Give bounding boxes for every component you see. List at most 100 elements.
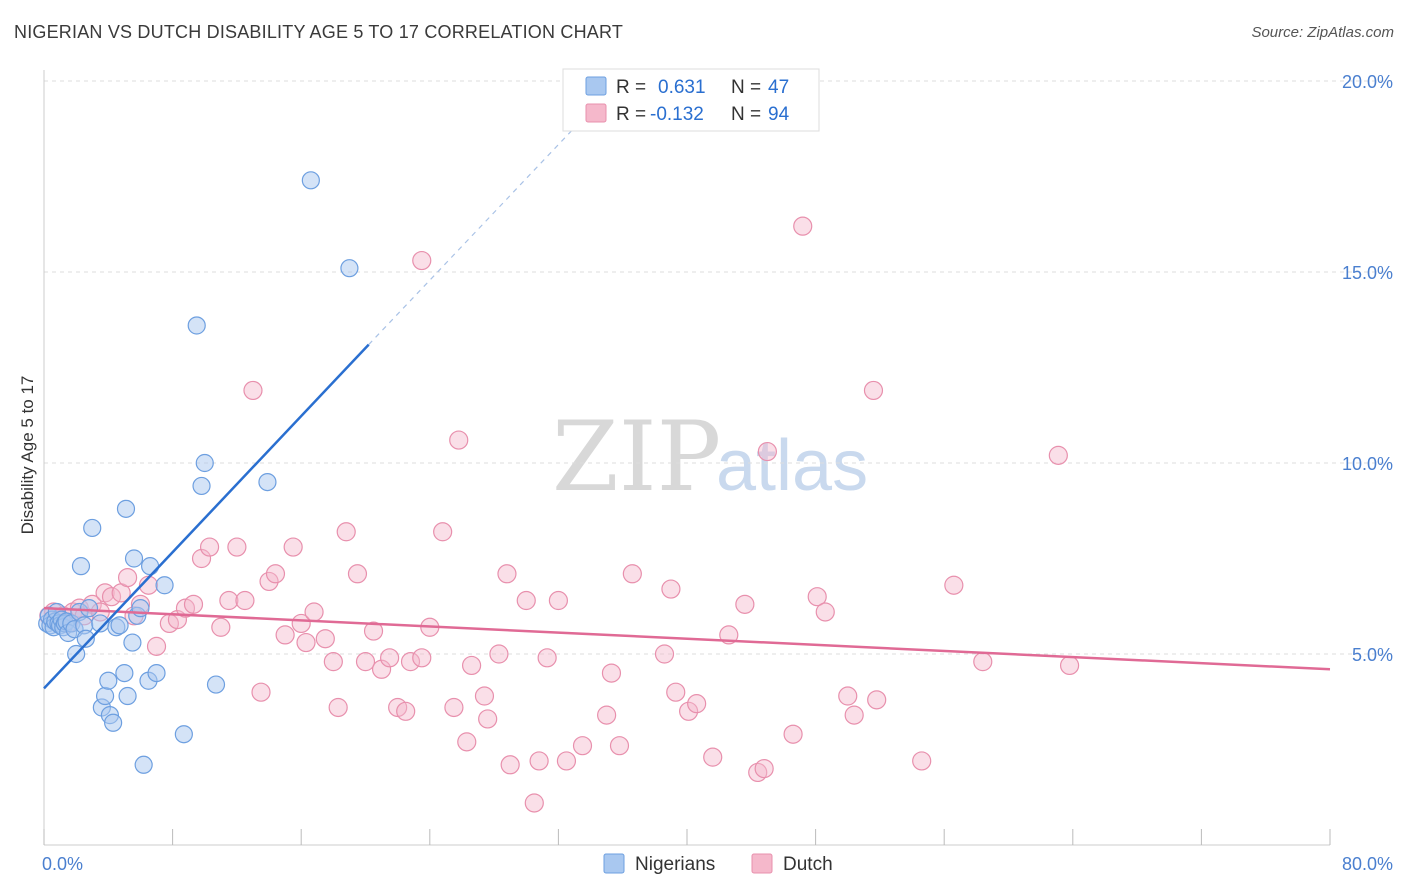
dutch-point bbox=[315, 629, 335, 649]
nigerian-point bbox=[115, 663, 134, 683]
dutch-point bbox=[844, 705, 864, 725]
dutch-point bbox=[457, 732, 477, 752]
axes bbox=[43, 70, 1331, 846]
dutch-point bbox=[1048, 445, 1068, 465]
dutch-point bbox=[622, 564, 642, 584]
dutch-point bbox=[478, 709, 498, 729]
dutch-point bbox=[497, 564, 517, 584]
dutch-point bbox=[323, 652, 343, 672]
legend-swatch-nigerians bbox=[585, 76, 607, 96]
dutch-point bbox=[474, 686, 495, 706]
dutch-point bbox=[433, 522, 453, 542]
y-tick-label: 5.0% bbox=[1352, 645, 1393, 665]
nigerian-point bbox=[99, 671, 118, 690]
dutch-point bbox=[449, 430, 469, 450]
legend-r-label-dutch: R = bbox=[616, 104, 646, 125]
y-tick-label: 20.0% bbox=[1342, 72, 1393, 92]
gridlines bbox=[44, 80, 1392, 655]
dutch-point bbox=[679, 701, 699, 721]
dutch-point bbox=[793, 216, 813, 236]
dutch-point bbox=[146, 636, 167, 656]
legend-r-value-dutch: -0.132 bbox=[650, 104, 704, 125]
dutch-point bbox=[815, 602, 835, 622]
watermark-atlas: atlas bbox=[716, 426, 868, 506]
dutch-point bbox=[355, 652, 376, 672]
dutch-point bbox=[275, 625, 295, 645]
dutch-point bbox=[703, 747, 723, 767]
legend-n-label-nigerians: N = bbox=[731, 77, 761, 98]
source-label: Source: ZipAtlas.com bbox=[1251, 24, 1394, 41]
dutch-point bbox=[283, 537, 303, 557]
dutch-points bbox=[39, 216, 1080, 813]
dutch-point bbox=[1059, 655, 1080, 676]
dutch-point bbox=[489, 644, 509, 664]
nigerian-point bbox=[123, 633, 142, 652]
dutch-point bbox=[735, 594, 755, 614]
dutch-point bbox=[304, 602, 324, 622]
dutch-point bbox=[556, 751, 577, 771]
bottom-legend-swatch-dutch bbox=[751, 853, 773, 874]
dutch-point bbox=[400, 652, 421, 672]
dutch-point bbox=[117, 567, 138, 588]
dutch-point bbox=[328, 697, 348, 718]
nigerian-point bbox=[104, 713, 123, 732]
dutch-point bbox=[363, 621, 384, 641]
dutch-point bbox=[461, 655, 482, 676]
dutch-point bbox=[609, 736, 630, 756]
legend-n-label-dutch: N = bbox=[731, 104, 761, 125]
dutch-point bbox=[199, 537, 220, 557]
dutch-point bbox=[687, 694, 707, 714]
dutch-point bbox=[259, 571, 279, 592]
dutch-point bbox=[661, 579, 681, 599]
watermark-zip: ZIP bbox=[552, 401, 721, 513]
nigerian-point bbox=[79, 599, 99, 618]
dutch-point bbox=[838, 686, 858, 706]
dutch-point bbox=[867, 690, 887, 710]
legend-r-value-nigerians: 0.631 bbox=[658, 77, 706, 98]
legend-swatch-dutch bbox=[585, 103, 607, 123]
bottom-legend-swatch-nigerians bbox=[603, 853, 625, 874]
legend-n-value-dutch: 94 bbox=[768, 104, 790, 125]
dutch-point bbox=[537, 648, 557, 668]
dutch-point bbox=[757, 441, 777, 462]
bottom-legend-label-nigerians: Nigerians bbox=[635, 854, 715, 875]
dutch-point bbox=[243, 380, 263, 401]
dutch-point bbox=[516, 590, 536, 611]
dutch-point bbox=[944, 575, 964, 595]
dutch-point bbox=[807, 587, 827, 607]
dutch-point bbox=[347, 564, 368, 584]
nigerian-point bbox=[71, 557, 91, 576]
dutch-point bbox=[235, 590, 255, 611]
nigerian-point bbox=[76, 629, 95, 648]
dutch-point bbox=[251, 682, 271, 702]
dutch-point bbox=[211, 617, 231, 637]
nigerian-point bbox=[140, 557, 160, 576]
dutch-point bbox=[380, 648, 400, 668]
legend-r-label-nigerians: R = bbox=[616, 77, 646, 98]
series-legend: Nigerians Dutch bbox=[603, 853, 833, 875]
dutch-point bbox=[191, 548, 212, 569]
x-tick-label-max: 80.0% bbox=[1342, 854, 1393, 874]
dutch-point bbox=[296, 632, 316, 653]
nigerian-point bbox=[187, 316, 206, 335]
dutch-point bbox=[444, 697, 464, 718]
nigerian-point bbox=[192, 476, 211, 496]
nigerian-point bbox=[258, 473, 277, 492]
nigerian-point bbox=[206, 675, 226, 694]
nigerian-point bbox=[110, 616, 129, 635]
nigerian-point bbox=[340, 259, 359, 278]
bottom-legend-label-dutch: Dutch bbox=[783, 854, 833, 875]
dutch-point bbox=[783, 724, 803, 744]
dutch-point bbox=[412, 250, 432, 271]
dutch-point bbox=[371, 659, 392, 679]
nigerian-point bbox=[95, 686, 115, 706]
nigerian-point bbox=[124, 549, 144, 568]
dutch-point bbox=[548, 590, 569, 611]
nigerian-point bbox=[174, 725, 193, 744]
dutch-point bbox=[666, 682, 686, 702]
dutch-point bbox=[973, 652, 993, 672]
dutch-point bbox=[863, 380, 884, 401]
trend-lines bbox=[43, 118, 1331, 690]
dutch-point bbox=[601, 663, 622, 683]
